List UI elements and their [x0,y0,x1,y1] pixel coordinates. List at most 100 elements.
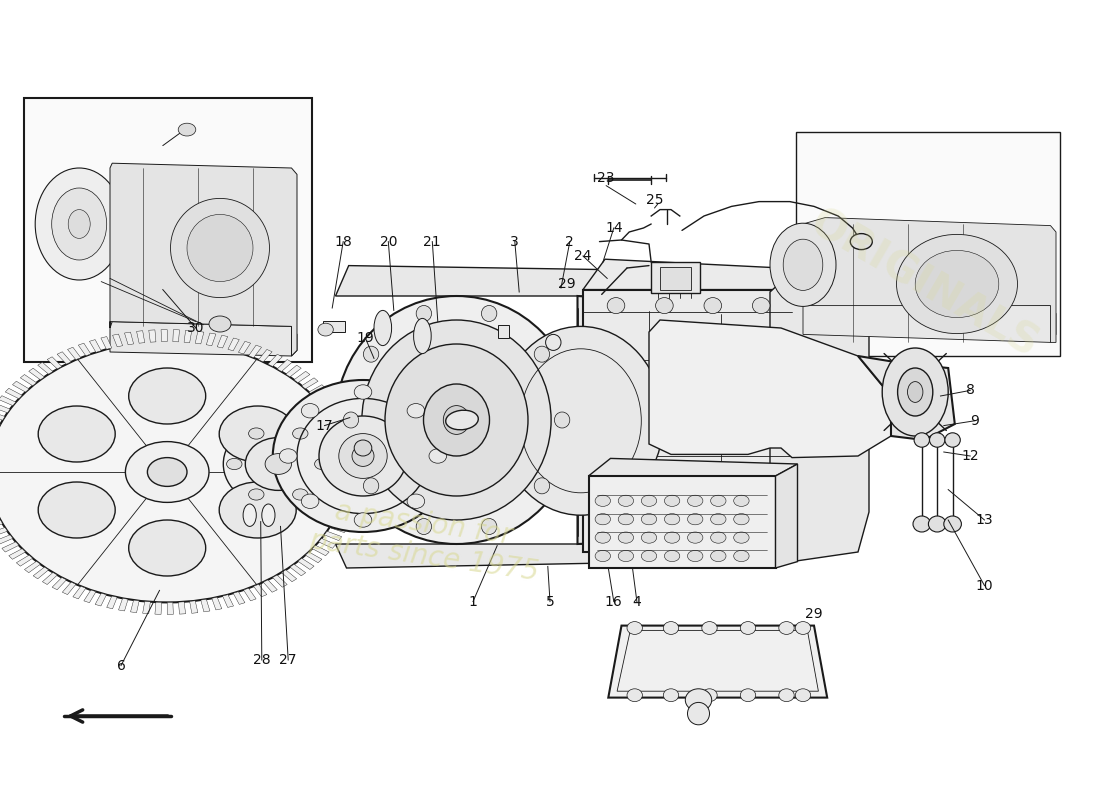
Ellipse shape [664,532,680,543]
Ellipse shape [663,689,679,702]
Ellipse shape [482,306,497,322]
Polygon shape [136,330,145,343]
Polygon shape [73,586,86,599]
Ellipse shape [546,334,561,350]
Polygon shape [78,343,91,356]
Polygon shape [268,354,283,366]
Polygon shape [119,598,128,611]
Polygon shape [0,396,15,406]
Ellipse shape [914,433,929,447]
Ellipse shape [595,550,610,562]
Polygon shape [258,350,272,362]
Ellipse shape [301,494,319,509]
Ellipse shape [595,532,610,543]
Polygon shape [338,508,355,516]
Polygon shape [324,531,342,541]
Ellipse shape [656,528,673,544]
Ellipse shape [363,478,378,494]
Bar [323,321,345,332]
Ellipse shape [262,504,275,526]
Ellipse shape [641,514,657,525]
Ellipse shape [293,489,308,500]
Polygon shape [316,392,332,402]
Ellipse shape [711,532,726,543]
Polygon shape [282,570,297,582]
Polygon shape [327,407,344,417]
Ellipse shape [734,495,749,506]
Text: 29: 29 [558,277,575,291]
Ellipse shape [641,495,657,506]
Polygon shape [228,338,240,350]
Ellipse shape [429,449,447,463]
Ellipse shape [663,622,679,634]
Polygon shape [110,163,297,356]
Ellipse shape [354,440,372,456]
Polygon shape [67,347,80,360]
Polygon shape [233,592,245,605]
Polygon shape [161,330,167,342]
Ellipse shape [913,516,931,532]
Text: 20: 20 [379,234,397,249]
Text: 2: 2 [565,234,574,249]
Polygon shape [578,296,770,544]
Ellipse shape [704,528,722,544]
Text: 24: 24 [574,249,592,263]
Polygon shape [33,567,48,579]
Ellipse shape [734,532,749,543]
Ellipse shape [279,449,297,463]
Polygon shape [329,524,346,533]
Ellipse shape [39,482,116,538]
Polygon shape [184,330,191,342]
Polygon shape [334,516,351,525]
Polygon shape [319,538,336,548]
Polygon shape [345,484,362,490]
Ellipse shape [265,454,292,474]
Ellipse shape [595,514,610,525]
Polygon shape [148,330,156,342]
Ellipse shape [795,622,811,634]
Ellipse shape [664,514,680,525]
Polygon shape [277,359,292,371]
Bar [651,262,700,293]
Ellipse shape [779,622,794,634]
Ellipse shape [354,385,372,399]
Polygon shape [189,601,198,614]
Polygon shape [2,542,19,552]
Ellipse shape [850,234,872,250]
Ellipse shape [908,382,923,402]
Polygon shape [57,352,72,364]
Polygon shape [0,403,10,413]
Ellipse shape [944,516,961,532]
Bar [24,98,312,362]
Text: 23: 23 [597,170,615,185]
Ellipse shape [898,368,933,416]
Polygon shape [239,342,251,354]
Polygon shape [20,374,36,386]
Ellipse shape [125,442,209,502]
Polygon shape [346,476,363,481]
Polygon shape [195,331,204,344]
Text: ORIGINALS: ORIGINALS [802,202,1046,366]
Text: 17: 17 [316,418,333,433]
Ellipse shape [740,689,756,702]
Polygon shape [47,357,62,369]
Ellipse shape [343,412,359,428]
Ellipse shape [711,514,726,525]
Ellipse shape [702,622,717,634]
Ellipse shape [170,198,270,298]
Ellipse shape [688,702,710,725]
Polygon shape [290,564,306,576]
Ellipse shape [685,689,712,711]
Polygon shape [776,464,798,568]
Polygon shape [803,218,1056,342]
Ellipse shape [641,550,657,562]
Polygon shape [110,322,297,356]
Ellipse shape [618,532,634,543]
Polygon shape [342,441,360,447]
Ellipse shape [407,494,425,509]
Polygon shape [212,598,222,610]
Ellipse shape [249,428,264,439]
Ellipse shape [795,689,811,702]
Polygon shape [29,368,44,380]
Ellipse shape [664,495,680,506]
